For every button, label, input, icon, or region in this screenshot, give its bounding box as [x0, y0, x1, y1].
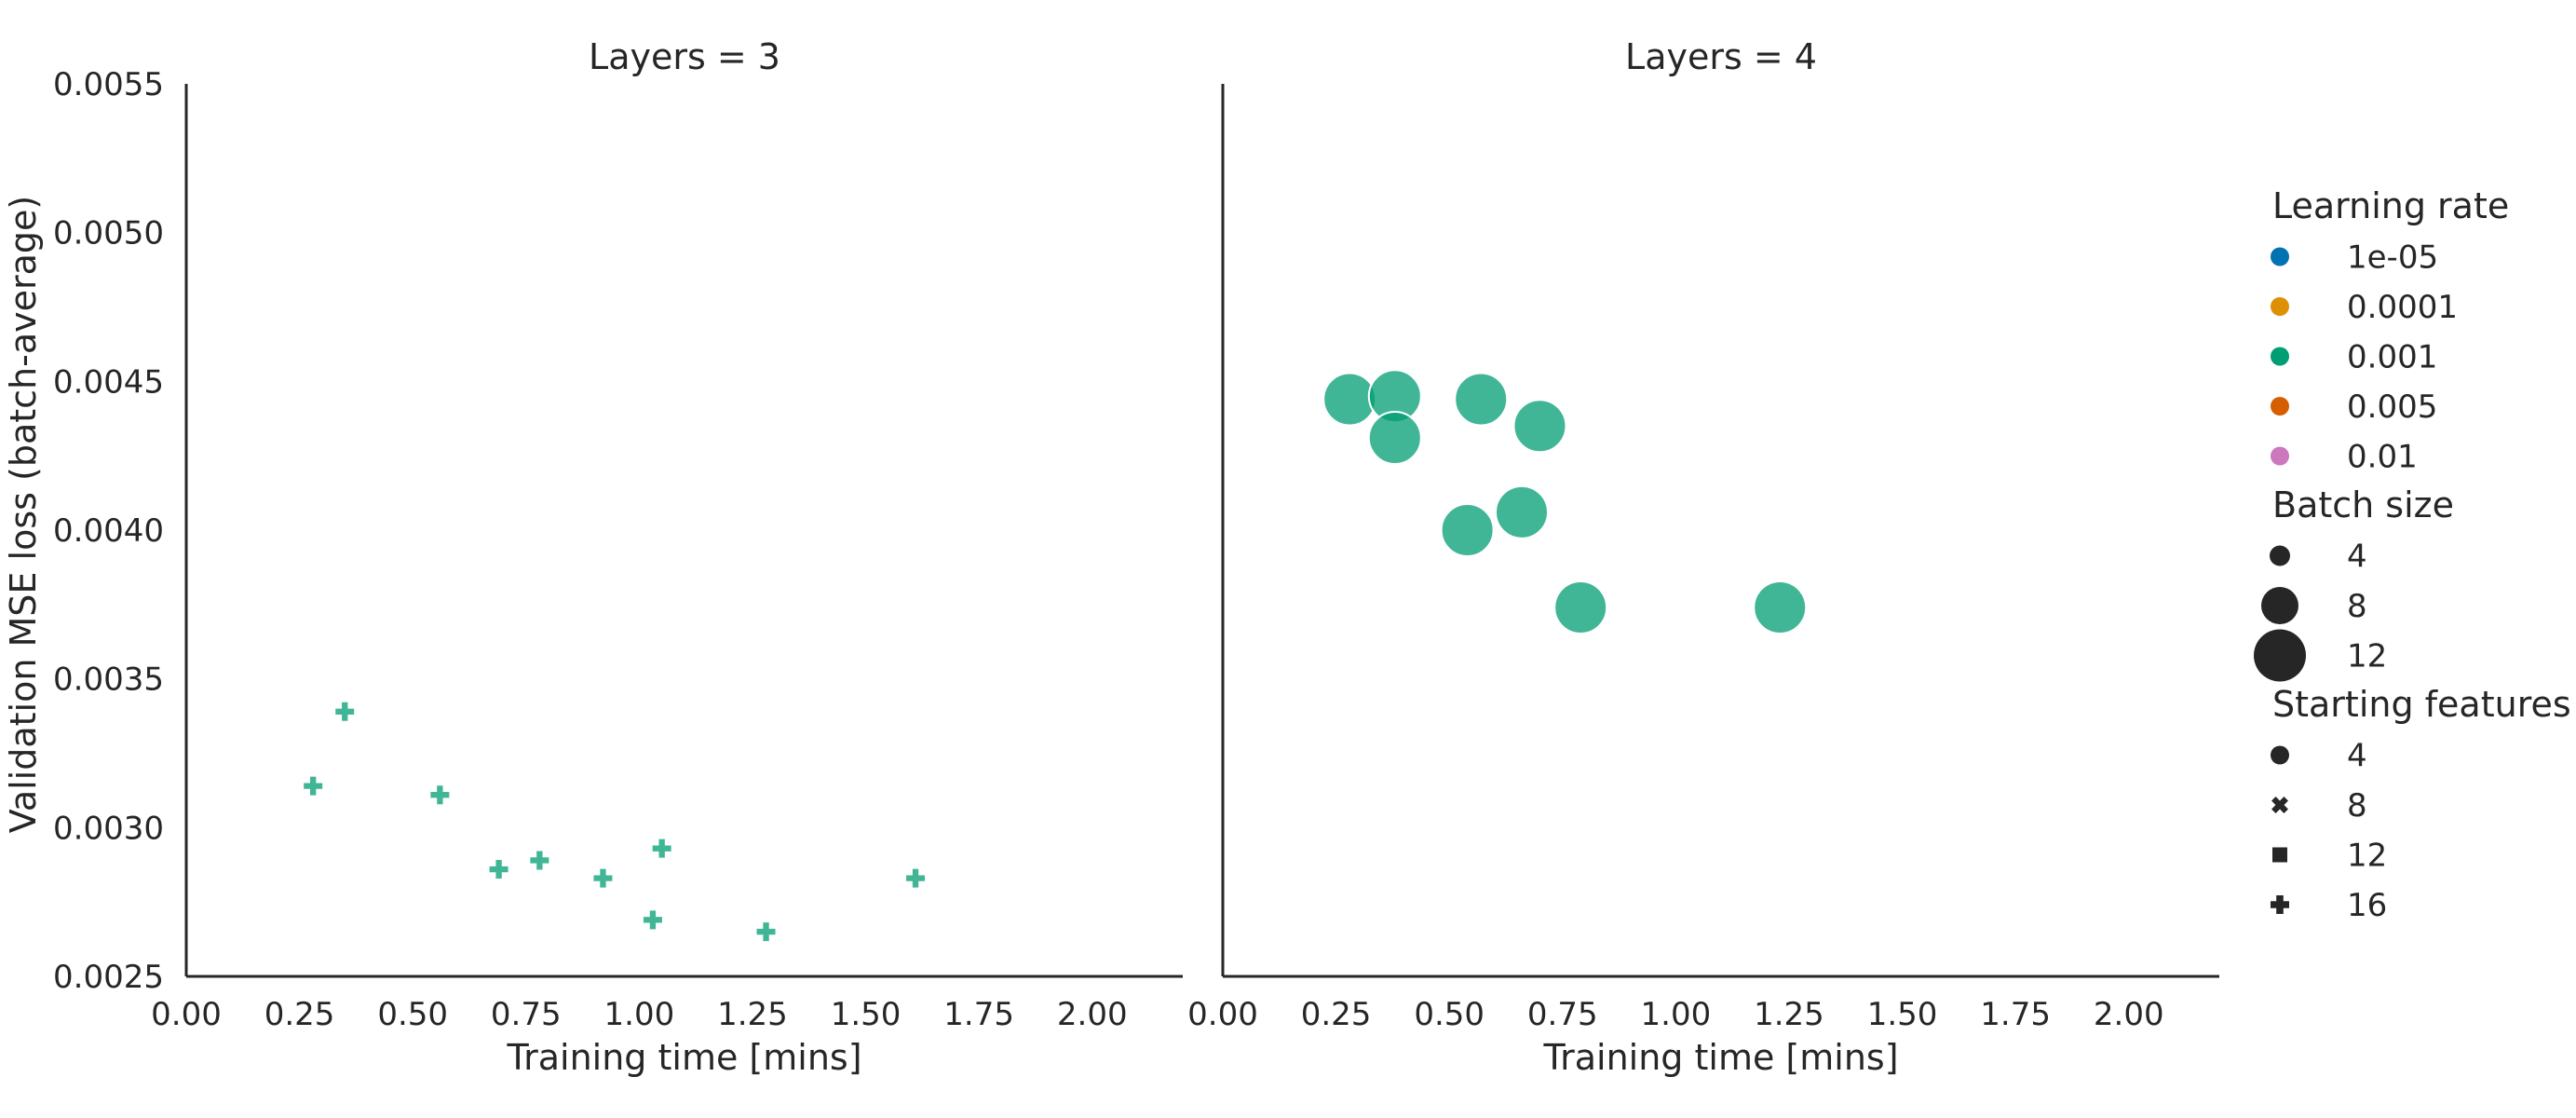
legend-swatch [2271, 247, 2289, 266]
data-point [487, 858, 510, 881]
panel-1: Layers = 3 0.00 0.25 0.50 0.75 1.00 1.25 1.50 1.… [53, 36, 1183, 1078]
legend-item: 0.01 [2271, 439, 2418, 476]
legend-swatch [2271, 347, 2289, 366]
legend-size-marker [2270, 545, 2290, 566]
data-point [591, 866, 615, 890]
y-tick-label: 0.0055 [53, 66, 164, 103]
x-tick-label: 0.75 [1527, 996, 1598, 1033]
legend-item: 4 [2271, 738, 2367, 775]
data-point [1454, 372, 1509, 427]
x-tick-label: 2.00 [2094, 996, 2164, 1033]
data-points [302, 700, 928, 944]
panel-title: Layers = 4 [1625, 36, 1817, 77]
legend-item: 8 [2271, 787, 2367, 825]
legend-title: Starting features [2272, 684, 2571, 725]
legend-label: 0.0001 [2347, 289, 2458, 326]
x-axis-label: Training time [mins] [506, 1037, 861, 1078]
legend-title: Learning rate [2272, 185, 2509, 226]
data-point [1322, 372, 1377, 427]
legend-size-marker [2254, 629, 2306, 682]
legend-section: Learning rate 1e-05 0.0001 0.001 0.005 0.01 [2271, 185, 2509, 476]
x-tick-label: 1.75 [943, 996, 1014, 1033]
legend-swatch [2271, 297, 2289, 316]
data-point [528, 849, 551, 872]
legend-label: 4 [2347, 539, 2367, 576]
legend-item: 16 [2271, 887, 2387, 924]
y-tick-label: 0.0050 [53, 215, 164, 252]
legend-label: 16 [2347, 887, 2387, 924]
legend-item: 12 [2254, 629, 2387, 682]
legend-item: 4 [2270, 539, 2367, 576]
x-tick-label: 0.50 [1414, 996, 1485, 1033]
y-tick-label: 0.0035 [53, 661, 164, 699]
legend-item: 12 [2272, 838, 2387, 875]
x-tick-label: 1.50 [1867, 996, 1938, 1033]
legend-title: Batch size [2272, 484, 2454, 525]
legend-size-marker [2261, 587, 2298, 624]
legend-section: Batch size 4 8 12 [2254, 484, 2454, 682]
x-tick-label: 1.00 [604, 996, 675, 1033]
x-tick-label: 1.25 [717, 996, 788, 1033]
x-tick-label: 2.00 [1057, 996, 1128, 1033]
legend-item: 1e-05 [2271, 239, 2438, 277]
legend-label: 12 [2347, 838, 2387, 875]
data-point [333, 700, 357, 723]
y-tick-label: 0.0030 [53, 810, 164, 847]
y-tick-label: 0.0045 [53, 363, 164, 401]
legend-swatch [2271, 397, 2289, 416]
chart-panels: Layers = 3 0.00 0.25 0.50 0.75 1.00 1.25 1.50 1.… [53, 36, 2219, 1078]
data-point [650, 837, 673, 860]
legend-item: 8 [2261, 587, 2367, 625]
legend-label: 8 [2347, 787, 2367, 825]
legend-label: 12 [2347, 638, 2387, 675]
x-tick-label: 1.00 [1641, 996, 1712, 1033]
legend-swatch [2271, 446, 2289, 466]
legend-label: 0.005 [2347, 389, 2437, 426]
y-tick-label: 0.0040 [53, 512, 164, 550]
legend-label: 4 [2347, 738, 2367, 775]
legend-style-marker [2271, 797, 2288, 813]
x-tick-label: 1.25 [1754, 996, 1824, 1033]
data-point [1553, 580, 1608, 635]
chart-legend: Learning rate 1e-05 0.0001 0.001 0.005 0.01 Ba… [2254, 185, 2571, 924]
data-point [641, 908, 664, 932]
data-point [1367, 411, 1422, 466]
data-point [754, 920, 778, 944]
legend-label: 0.01 [2347, 439, 2418, 476]
data-point [904, 866, 928, 890]
y-axis-label: Validation MSE loss (batch-average) [3, 196, 44, 833]
legend-label: 1e-05 [2347, 239, 2438, 277]
legend-item: 0.0001 [2271, 289, 2458, 326]
x-tick-label: 1.75 [1980, 996, 2051, 1033]
x-tick-label: 0.25 [1301, 996, 1372, 1033]
legend-style-marker [2272, 847, 2287, 863]
x-tick-label: 0.00 [1187, 996, 1258, 1033]
panel-2: Layers = 4 0.00 0.25 0.50 0.75 1.00 1.25 1.50 1.… [1187, 36, 2219, 1078]
legend-style-marker [2271, 895, 2289, 914]
x-tick-label: 0.50 [377, 996, 448, 1033]
y-tick-label: 0.0025 [53, 959, 164, 996]
data-point [1495, 484, 1549, 539]
legend-item: 0.001 [2271, 339, 2437, 376]
legend-label: 8 [2347, 588, 2367, 625]
panel-title: Layers = 3 [589, 36, 780, 77]
data-point [1440, 503, 1495, 557]
legend-item: 0.005 [2271, 389, 2437, 426]
legend-style-marker [2271, 745, 2289, 765]
x-tick-label: 0.25 [264, 996, 335, 1033]
data-point [1512, 399, 1567, 454]
data-points [1322, 369, 1808, 635]
x-axis-label: Training time [mins] [1542, 1037, 1898, 1078]
legend-label: 0.001 [2347, 339, 2437, 376]
x-tick-label: 0.75 [491, 996, 562, 1033]
data-point [428, 784, 452, 807]
legend-section: Starting features 4 8 12 16 [2271, 684, 2571, 924]
data-point [1753, 580, 1808, 635]
x-tick-label: 1.50 [831, 996, 902, 1033]
x-tick-label: 0.00 [151, 996, 222, 1033]
data-point [302, 774, 325, 798]
